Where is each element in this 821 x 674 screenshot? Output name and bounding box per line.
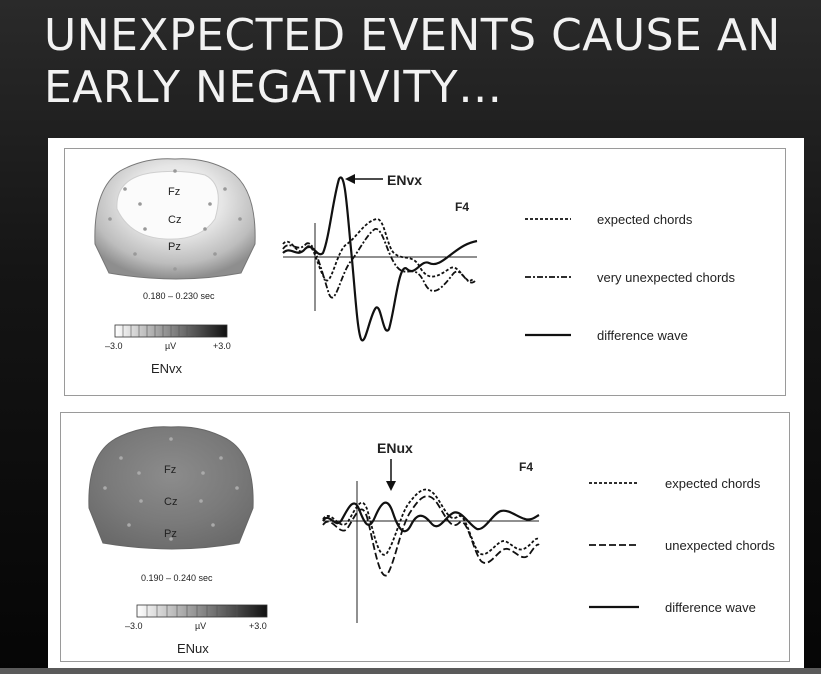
scale-unit: µV: [195, 621, 206, 631]
legend-very-unexpected: very unexpected chords: [597, 270, 736, 285]
legend-expected: expected chords: [665, 476, 761, 491]
trace-expected: [282, 218, 474, 282]
slide-title-line-2: EARLY NEGATIVITY…: [44, 62, 503, 113]
legend-expected: expected chords: [597, 212, 693, 227]
panel-enux: Fz Cz Pz 0.190 – 0.240 sec –3.0 µV +3.0 …: [60, 412, 790, 662]
legend-difference: difference wave: [597, 328, 688, 343]
time-window: 0.180 – 0.230 sec: [143, 291, 215, 301]
component-label: ENvx: [151, 361, 183, 376]
slide-title-line-1: UNEXPECTED EVENTS CAUSE AN: [44, 10, 781, 61]
trace-difference: [282, 176, 478, 342]
legend-unexpected: unexpected chords: [665, 538, 775, 553]
slide-title: UNEXPECTED EVENTS CAUSE AN EARLY NEGATIV…: [44, 10, 804, 114]
scale-max: +3.0: [213, 341, 231, 351]
electrode-f4: F4: [455, 200, 469, 214]
waveform-axes: [323, 481, 539, 623]
legend-difference: difference wave: [665, 600, 756, 615]
electrode-dots: [108, 169, 242, 271]
electrode-f4: F4: [519, 460, 533, 474]
electrode-pz: Pz: [168, 241, 181, 253]
peak-arrow-head: [345, 174, 355, 184]
electrode-dots: [103, 437, 239, 541]
component-label: ENux: [177, 641, 209, 656]
figure: Fz Cz Pz 0.180 – 0.230 sec –3.0 µV +3.0 …: [48, 138, 804, 668]
scalp-map: [88, 426, 254, 550]
electrode-fz: Fz: [168, 186, 180, 198]
peak-arrow-head: [386, 481, 396, 491]
peak-label: ENvx: [387, 172, 422, 188]
scale-min: –3.0: [105, 341, 123, 351]
waveform-axes: [283, 223, 477, 311]
panel-envx-graphic: Fz Cz Pz 0.180 – 0.230 sec –3.0 µV +3.0 …: [94, 158, 736, 376]
scale-unit: µV: [165, 341, 176, 351]
trace-very-unexpected: [282, 228, 476, 299]
panel-enux-graphic: Fz Cz Pz 0.190 – 0.240 sec –3.0 µV +3.0 …: [88, 426, 775, 656]
scale-min: –3.0: [125, 621, 143, 631]
color-scale: [136, 604, 268, 618]
trace-difference: [322, 501, 540, 533]
peak-label: ENux: [377, 440, 413, 456]
panel-envx: Fz Cz Pz 0.180 – 0.230 sec –3.0 µV +3.0 …: [64, 148, 786, 396]
electrode-cz: Cz: [168, 214, 181, 226]
bottom-bar: [0, 668, 821, 674]
time-window: 0.190 – 0.240 sec: [141, 573, 213, 583]
scale-max: +3.0: [249, 621, 267, 631]
electrode-cz: Cz: [164, 496, 177, 508]
scalp-map-positive-region: [116, 170, 219, 240]
trace-unexpected: [322, 495, 540, 577]
electrode-pz: Pz: [164, 528, 177, 540]
electrode-fz: Fz: [164, 464, 176, 476]
